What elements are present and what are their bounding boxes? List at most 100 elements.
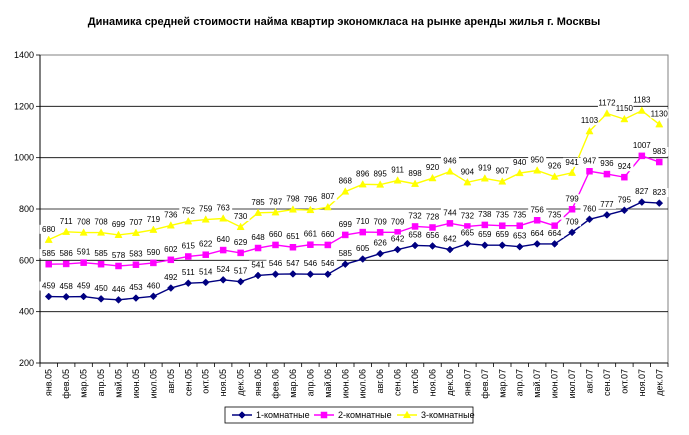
data-point bbox=[620, 114, 629, 123]
data-label: 728 bbox=[426, 212, 440, 221]
data-point bbox=[480, 174, 489, 182]
data-label: 760 bbox=[583, 204, 597, 213]
data-label: 709 bbox=[373, 217, 387, 226]
data-label: 656 bbox=[426, 231, 440, 240]
data-point bbox=[324, 241, 332, 249]
data-point bbox=[341, 260, 350, 269]
x-tick-label: май.07 bbox=[532, 369, 542, 398]
data-point bbox=[201, 215, 210, 223]
data-label-bg bbox=[231, 266, 250, 276]
data-point bbox=[62, 227, 71, 235]
data-label-bg bbox=[388, 165, 407, 175]
data-label: 547 bbox=[286, 259, 300, 268]
data-label: 1130 bbox=[651, 109, 669, 118]
data-label: 926 bbox=[548, 162, 562, 171]
data-label: 708 bbox=[94, 218, 108, 227]
data-label-bg bbox=[563, 217, 582, 227]
data-label: 759 bbox=[199, 205, 213, 214]
data-point bbox=[376, 249, 385, 258]
data-label-bg bbox=[301, 259, 320, 269]
data-label: 459 bbox=[42, 282, 56, 291]
data-label-bg bbox=[580, 116, 599, 126]
data-label: 626 bbox=[373, 239, 387, 248]
x-tick-label: апр.07 bbox=[515, 369, 525, 396]
data-label-bg bbox=[336, 249, 355, 259]
data-point bbox=[62, 260, 70, 268]
x-tick-label: окт.07 bbox=[619, 369, 629, 394]
data-label: 546 bbox=[321, 259, 335, 268]
y-tick-label: 200 bbox=[19, 358, 34, 368]
data-label: 660 bbox=[321, 230, 335, 239]
x-tick-label: дек.07 bbox=[654, 369, 664, 396]
data-label-bg bbox=[615, 162, 634, 172]
data-label-bg bbox=[475, 209, 494, 219]
data-label: 730 bbox=[234, 212, 248, 221]
x-tick-label: окт.06 bbox=[410, 369, 420, 394]
data-label-bg bbox=[249, 233, 268, 243]
data-label-bg bbox=[39, 281, 58, 291]
data-point bbox=[289, 270, 297, 278]
data-label-bg bbox=[74, 247, 93, 257]
data-point bbox=[393, 176, 402, 184]
data-label: 708 bbox=[77, 218, 91, 227]
data-label-bg bbox=[126, 249, 145, 259]
x-tick-label: май.05 bbox=[114, 369, 124, 398]
data-label: 659 bbox=[496, 230, 510, 239]
data-label: 1172 bbox=[598, 99, 616, 108]
x-tick-label: июн.07 bbox=[550, 369, 560, 398]
x-tick-label: авг.07 bbox=[585, 369, 595, 393]
data-label-bg bbox=[563, 157, 582, 167]
data-label: 665 bbox=[461, 229, 475, 238]
data-point bbox=[585, 126, 594, 135]
data-label: 446 bbox=[112, 285, 126, 294]
data-point bbox=[359, 228, 366, 236]
data-point bbox=[45, 260, 52, 268]
data-label-bg bbox=[161, 273, 180, 283]
x-tick-label: май.06 bbox=[323, 369, 333, 398]
data-point bbox=[306, 270, 315, 279]
data-label-bg bbox=[353, 244, 372, 254]
data-point bbox=[219, 214, 228, 222]
data-label: 585 bbox=[94, 249, 108, 258]
data-point bbox=[307, 241, 314, 248]
data-label: 659 bbox=[478, 230, 492, 239]
data-label: 648 bbox=[251, 233, 265, 242]
data-point bbox=[272, 241, 279, 249]
data-point bbox=[376, 180, 385, 188]
data-point bbox=[289, 243, 297, 251]
data-label: 629 bbox=[234, 238, 248, 247]
data-label-bg bbox=[563, 194, 582, 204]
data-label-bg bbox=[109, 219, 128, 229]
data-label-bg bbox=[301, 229, 320, 239]
data-label-bg bbox=[196, 239, 215, 249]
data-label-bg bbox=[231, 211, 250, 221]
x-tick-label: дек.06 bbox=[445, 369, 455, 396]
data-label: 541 bbox=[251, 260, 265, 269]
data-point bbox=[166, 284, 175, 292]
data-point bbox=[515, 168, 524, 177]
series-line bbox=[48, 109, 660, 241]
x-tick-label: ноя.05 bbox=[218, 369, 228, 396]
x-tick-label: апр.05 bbox=[96, 369, 106, 396]
data-point bbox=[393, 245, 402, 254]
y-tick-label: 1400 bbox=[14, 50, 34, 60]
data-label: 642 bbox=[391, 235, 405, 244]
data-point bbox=[79, 292, 88, 301]
data-point bbox=[637, 198, 646, 206]
data-label-bg bbox=[266, 197, 285, 207]
data-point bbox=[150, 259, 157, 267]
data-label-bg bbox=[161, 210, 180, 220]
data-label: 642 bbox=[443, 235, 457, 244]
data-point bbox=[655, 119, 664, 128]
data-label-bg bbox=[423, 212, 442, 222]
chart-title: Динамика средней стоимости найма квартир… bbox=[88, 16, 600, 28]
data-label: 807 bbox=[321, 192, 335, 201]
data-label: 744 bbox=[443, 208, 457, 217]
data-point bbox=[376, 229, 384, 236]
data-label-bg bbox=[196, 267, 215, 277]
data-label-bg bbox=[406, 211, 425, 221]
data-point bbox=[638, 152, 646, 160]
data-label-bg bbox=[510, 158, 529, 168]
data-point bbox=[254, 271, 262, 280]
data-label-bg bbox=[283, 232, 302, 242]
